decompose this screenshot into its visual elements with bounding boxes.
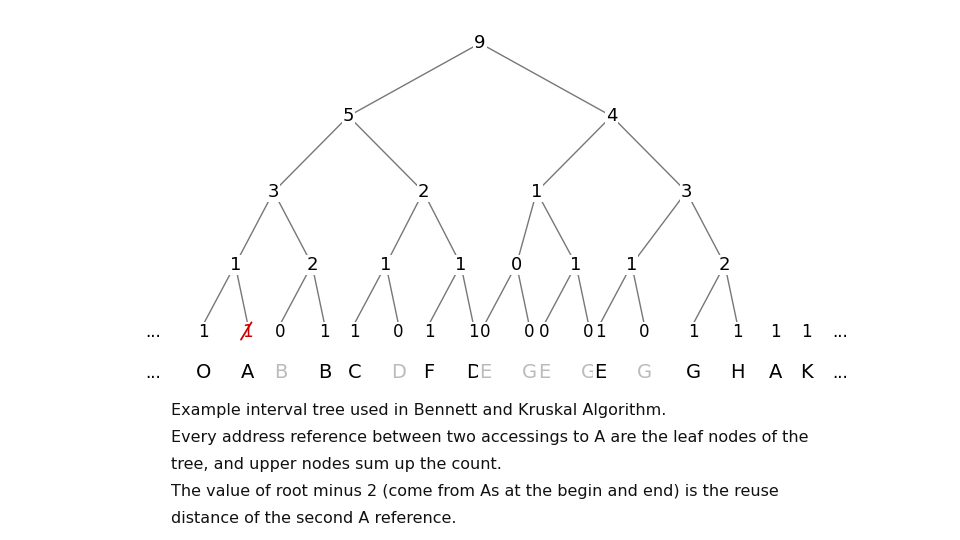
Text: 0: 0 [394,323,403,341]
Text: 0: 0 [584,323,593,341]
Text: 1: 1 [770,323,781,341]
Text: tree, and upper nodes sum up the count.: tree, and upper nodes sum up the count. [171,457,502,472]
Text: 0: 0 [540,323,549,341]
Text: 0: 0 [276,323,285,341]
Text: 1: 1 [626,255,637,274]
Text: F: F [423,363,435,382]
Text: 2: 2 [418,183,429,201]
Text: 1: 1 [455,255,467,274]
Text: 1: 1 [423,323,435,341]
Text: 1: 1 [732,323,743,341]
Text: D: D [391,363,406,382]
Text: 1: 1 [531,183,542,201]
Text: K: K [800,363,813,382]
Text: 1: 1 [801,323,812,341]
Text: ...: ... [832,323,848,341]
Text: G: G [636,363,652,382]
Text: A: A [241,363,254,382]
Text: G: G [521,363,537,382]
Text: B: B [318,363,331,382]
Text: 2: 2 [306,255,318,274]
Text: ...: ... [832,363,848,382]
Text: 9: 9 [474,34,486,52]
Text: D: D [466,363,481,382]
Text: 1: 1 [319,323,330,341]
Text: 3: 3 [268,183,279,201]
Text: 1: 1 [687,323,699,341]
Text: distance of the second A reference.: distance of the second A reference. [171,511,456,526]
Text: B: B [274,363,287,382]
Text: 1: 1 [570,255,582,274]
Text: The value of root minus 2 (come from As at the begin and end) is the reuse: The value of root minus 2 (come from As … [171,484,779,499]
Text: 4: 4 [606,107,617,125]
Text: 1: 1 [242,323,253,341]
Text: 0: 0 [524,323,534,341]
Text: Example interval tree used in Bennett and Kruskal Algorithm.: Example interval tree used in Bennett an… [171,403,666,418]
Text: 0: 0 [511,255,522,274]
Text: 5: 5 [343,107,354,125]
Text: 1: 1 [198,323,209,341]
Text: G: G [581,363,596,382]
Text: ...: ... [146,323,161,341]
Text: 0: 0 [480,323,490,341]
Text: 3: 3 [681,183,692,201]
Text: 1: 1 [229,255,241,274]
Text: E: E [594,363,606,382]
Text: 1: 1 [468,323,479,341]
Text: O: O [196,363,211,382]
Text: C: C [348,363,361,382]
Text: 1: 1 [594,323,606,341]
Text: 1: 1 [380,255,392,274]
Text: E: E [539,363,550,382]
Text: ...: ... [146,363,161,382]
Text: 2: 2 [719,255,731,274]
Text: 0: 0 [639,323,649,341]
Text: H: H [730,363,745,382]
Text: Every address reference between two accessings to A are the leaf nodes of the: Every address reference between two acce… [171,430,808,445]
Text: 1: 1 [348,323,360,341]
Text: G: G [685,363,701,382]
Text: A: A [769,363,782,382]
Text: E: E [479,363,491,382]
